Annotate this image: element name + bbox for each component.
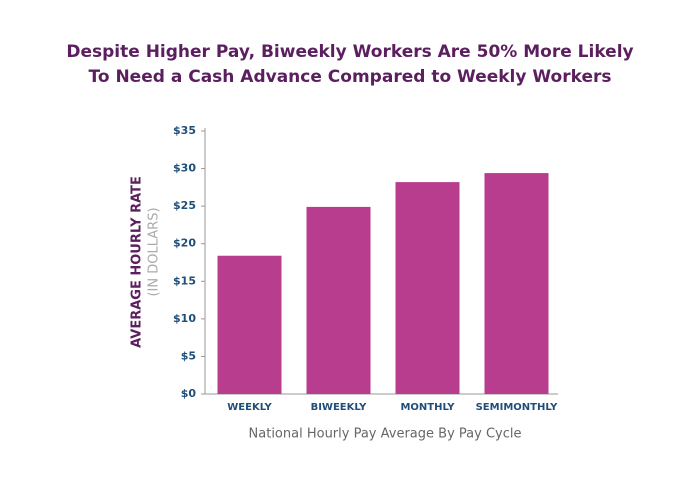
x-tick-label: MONTHLY <box>400 402 455 413</box>
y-tick-label: $0 <box>181 387 197 400</box>
chart-title: To Need a Cash Advance Compared to Weekl… <box>89 67 612 87</box>
chart-title: Despite Higher Pay, Biweekly Workers Are… <box>66 42 633 62</box>
bar <box>395 182 460 394</box>
y-tick-label: $20 <box>173 237 196 250</box>
x-tick-label: SEMIMONTHLY <box>476 402 559 413</box>
x-tick-label: WEEKLY <box>227 402 272 413</box>
y-axis-label: (IN DOLLARS) <box>147 207 162 296</box>
bar <box>306 206 371 394</box>
y-tick-label: $15 <box>173 274 196 287</box>
y-axis-label: AVERAGE HOURLY RATE <box>130 176 145 348</box>
y-tick-label: $5 <box>181 349 196 362</box>
y-tick-label: $10 <box>173 312 196 325</box>
y-tick-label: $35 <box>173 124 196 137</box>
y-tick-label: $25 <box>173 199 196 212</box>
y-tick-label: $30 <box>173 162 196 175</box>
bar <box>217 255 282 394</box>
x-axis-label: National Hourly Pay Average By Pay Cycle <box>249 427 522 442</box>
bar <box>484 173 549 394</box>
x-tick-label: BIWEEKLY <box>311 402 368 413</box>
